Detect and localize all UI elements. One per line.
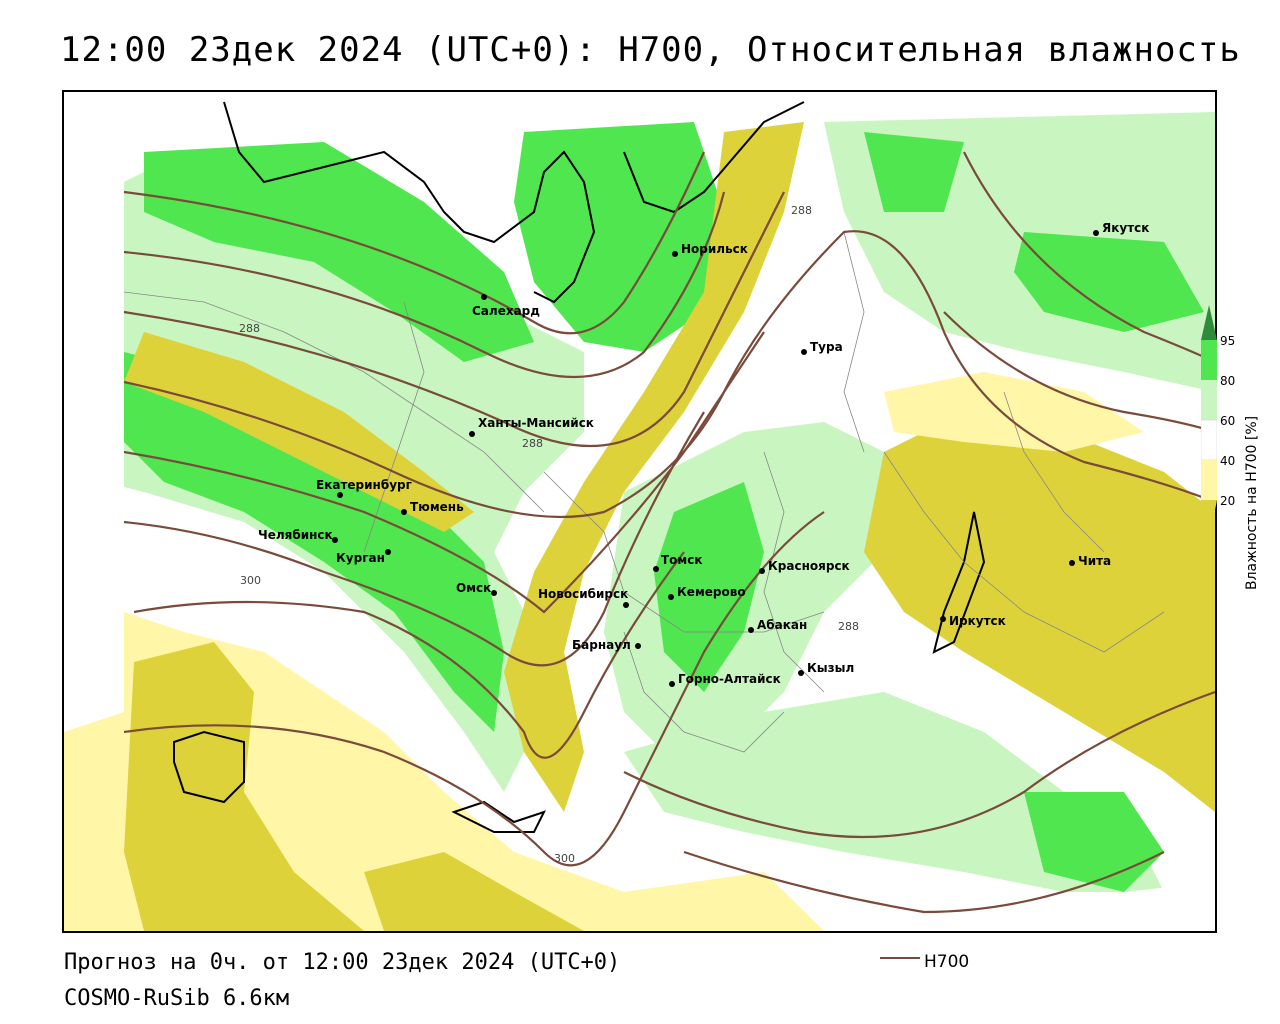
isoline-labels: 288 288 288 288 300 300 [239,204,859,865]
humidity-map-svg: 288 288 288 288 300 300 Якутск Норильск … [64,92,1215,931]
iso-label: 300 [240,574,261,587]
colorbar-tick-95: 95 [1220,334,1236,348]
svg-text:Горно-Алтайск: Горно-Алтайск [678,672,781,686]
svg-text:Абакан: Абакан [757,618,807,632]
city-abakan: Абакан [748,618,807,633]
svg-text:Ханты-Мансийск: Ханты-Мансийск [478,416,594,430]
iso-label: 288 [522,437,543,450]
colorbar-tick-80: 80 [1220,374,1236,388]
city-barnaul: Барнаул [572,638,641,652]
svg-text:Екатеринбург: Екатеринбург [316,478,412,492]
svg-text:Тура: Тура [810,340,843,354]
city-omsk: Омск [456,581,497,596]
iso-label: 288 [838,620,859,633]
svg-text:Тюмень: Тюмень [410,500,464,514]
svg-text:Якутск: Якутск [1102,221,1149,235]
city-tyumen: Тюмень [401,500,464,515]
forecast-info: Прогноз на 0ч. от 12:00 23дек 2024 (UTC+… [64,950,621,975]
domain-mask-bottom-right [824,882,1215,931]
city-irkutsk: Иркутск [940,614,1006,628]
city-khanty-mansiysk: Ханты-Мансийск [469,416,594,437]
iso-label: 300 [554,852,575,865]
city-chelyabinsk: Челябинск [258,528,338,543]
svg-text:Новосибирск: Новосибирск [538,587,628,601]
humidity-fields [64,112,1215,931]
svg-text:Челябинск: Челябинск [258,528,333,542]
city-yakutsk: Якутск [1093,221,1149,236]
colorbar-title: Влажность на H700 [%] [1244,415,1260,590]
field-dry-east-inner [884,372,1144,452]
colorbar-arrow-bottom [1201,500,1217,540]
svg-text:Кызыл: Кызыл [807,661,854,675]
field-moist-north-center [514,122,724,352]
svg-text:Салехард: Салехард [472,304,540,318]
domain-mask-top-left [64,92,764,152]
colorbar-band-80-95 [1201,340,1217,380]
svg-text:Кемерово: Кемерово [677,585,746,599]
colorbar-tick-40: 40 [1220,454,1236,468]
city-tura: Тура [801,340,843,355]
city-salekhard: Салехард [472,294,540,318]
h700-legend-line [880,957,920,959]
domain-mask-left [64,142,124,732]
city-kemerovo: Кемерово [668,585,746,600]
city-ekaterinburg: Екатеринбург [316,478,412,498]
field-moist-south-center [624,692,1164,892]
field-very-moist-center [654,482,764,692]
svg-text:Курган: Курган [336,551,385,565]
field-very-moist-west [114,352,504,732]
iso-label: 288 [239,322,260,335]
field-very-dry-bottom [364,852,584,931]
colorbar-band-60-80 [1201,380,1217,420]
field-very-moist-northeast [1014,232,1204,332]
field-dry-central [504,122,804,812]
svg-text:Норильск: Норильск [681,242,748,256]
field-very-moist-northeast-2 [864,132,964,212]
city-tomsk: Томск [653,553,703,572]
colorbar-arrow-top [1201,305,1217,340]
svg-text:Красноярск: Красноярск [768,559,850,573]
model-name: COSMO-RuSib 6.6км [64,986,290,1011]
city-krasnoyarsk: Красноярск [759,559,850,574]
svg-text:Чита: Чита [1078,554,1111,568]
h700-isolines [123,151,1215,914]
colorbar-tick-20: 20 [1220,494,1236,508]
city-kyzyl: Кызыл [798,661,854,676]
city-kurgan: Курган [336,549,391,565]
humidity-colorbar [1200,305,1218,540]
city-gorno-altaysk: Горно-Алтайск [669,672,781,687]
h700-legend-label: H700 [924,952,970,972]
colorbar-band-40-60 [1200,419,1218,461]
colorbar-band-20-40 [1201,460,1217,500]
field-very-moist-north [144,142,534,362]
iso-label: 288 [791,204,812,217]
svg-text:Томск: Томск [661,553,703,567]
city-novosibirsk: Новосибирск [538,587,629,608]
colorbar-tick-60: 60 [1220,414,1236,428]
svg-text:Иркутск: Иркутск [949,614,1006,628]
field-very-dry-east [864,412,1215,812]
svg-text:Омск: Омск [456,581,491,595]
field-very-moist-south [1024,792,1164,892]
field-very-dry-southwest [124,642,364,931]
svg-text:Барнаул: Барнаул [572,638,631,652]
city-chita: Чита [1069,554,1111,568]
map-area[interactable]: 288 288 288 288 300 300 Якутск Норильск … [62,90,1217,933]
map-title: 12:00 23дек 2024 (UTC+0): H700, Относите… [60,30,1241,70]
cities: Якутск Норильск Салехард Тура Ханты-Манс… [258,221,1149,687]
city-norilsk: Норильск [672,242,748,257]
admin-borders [123,231,1165,753]
